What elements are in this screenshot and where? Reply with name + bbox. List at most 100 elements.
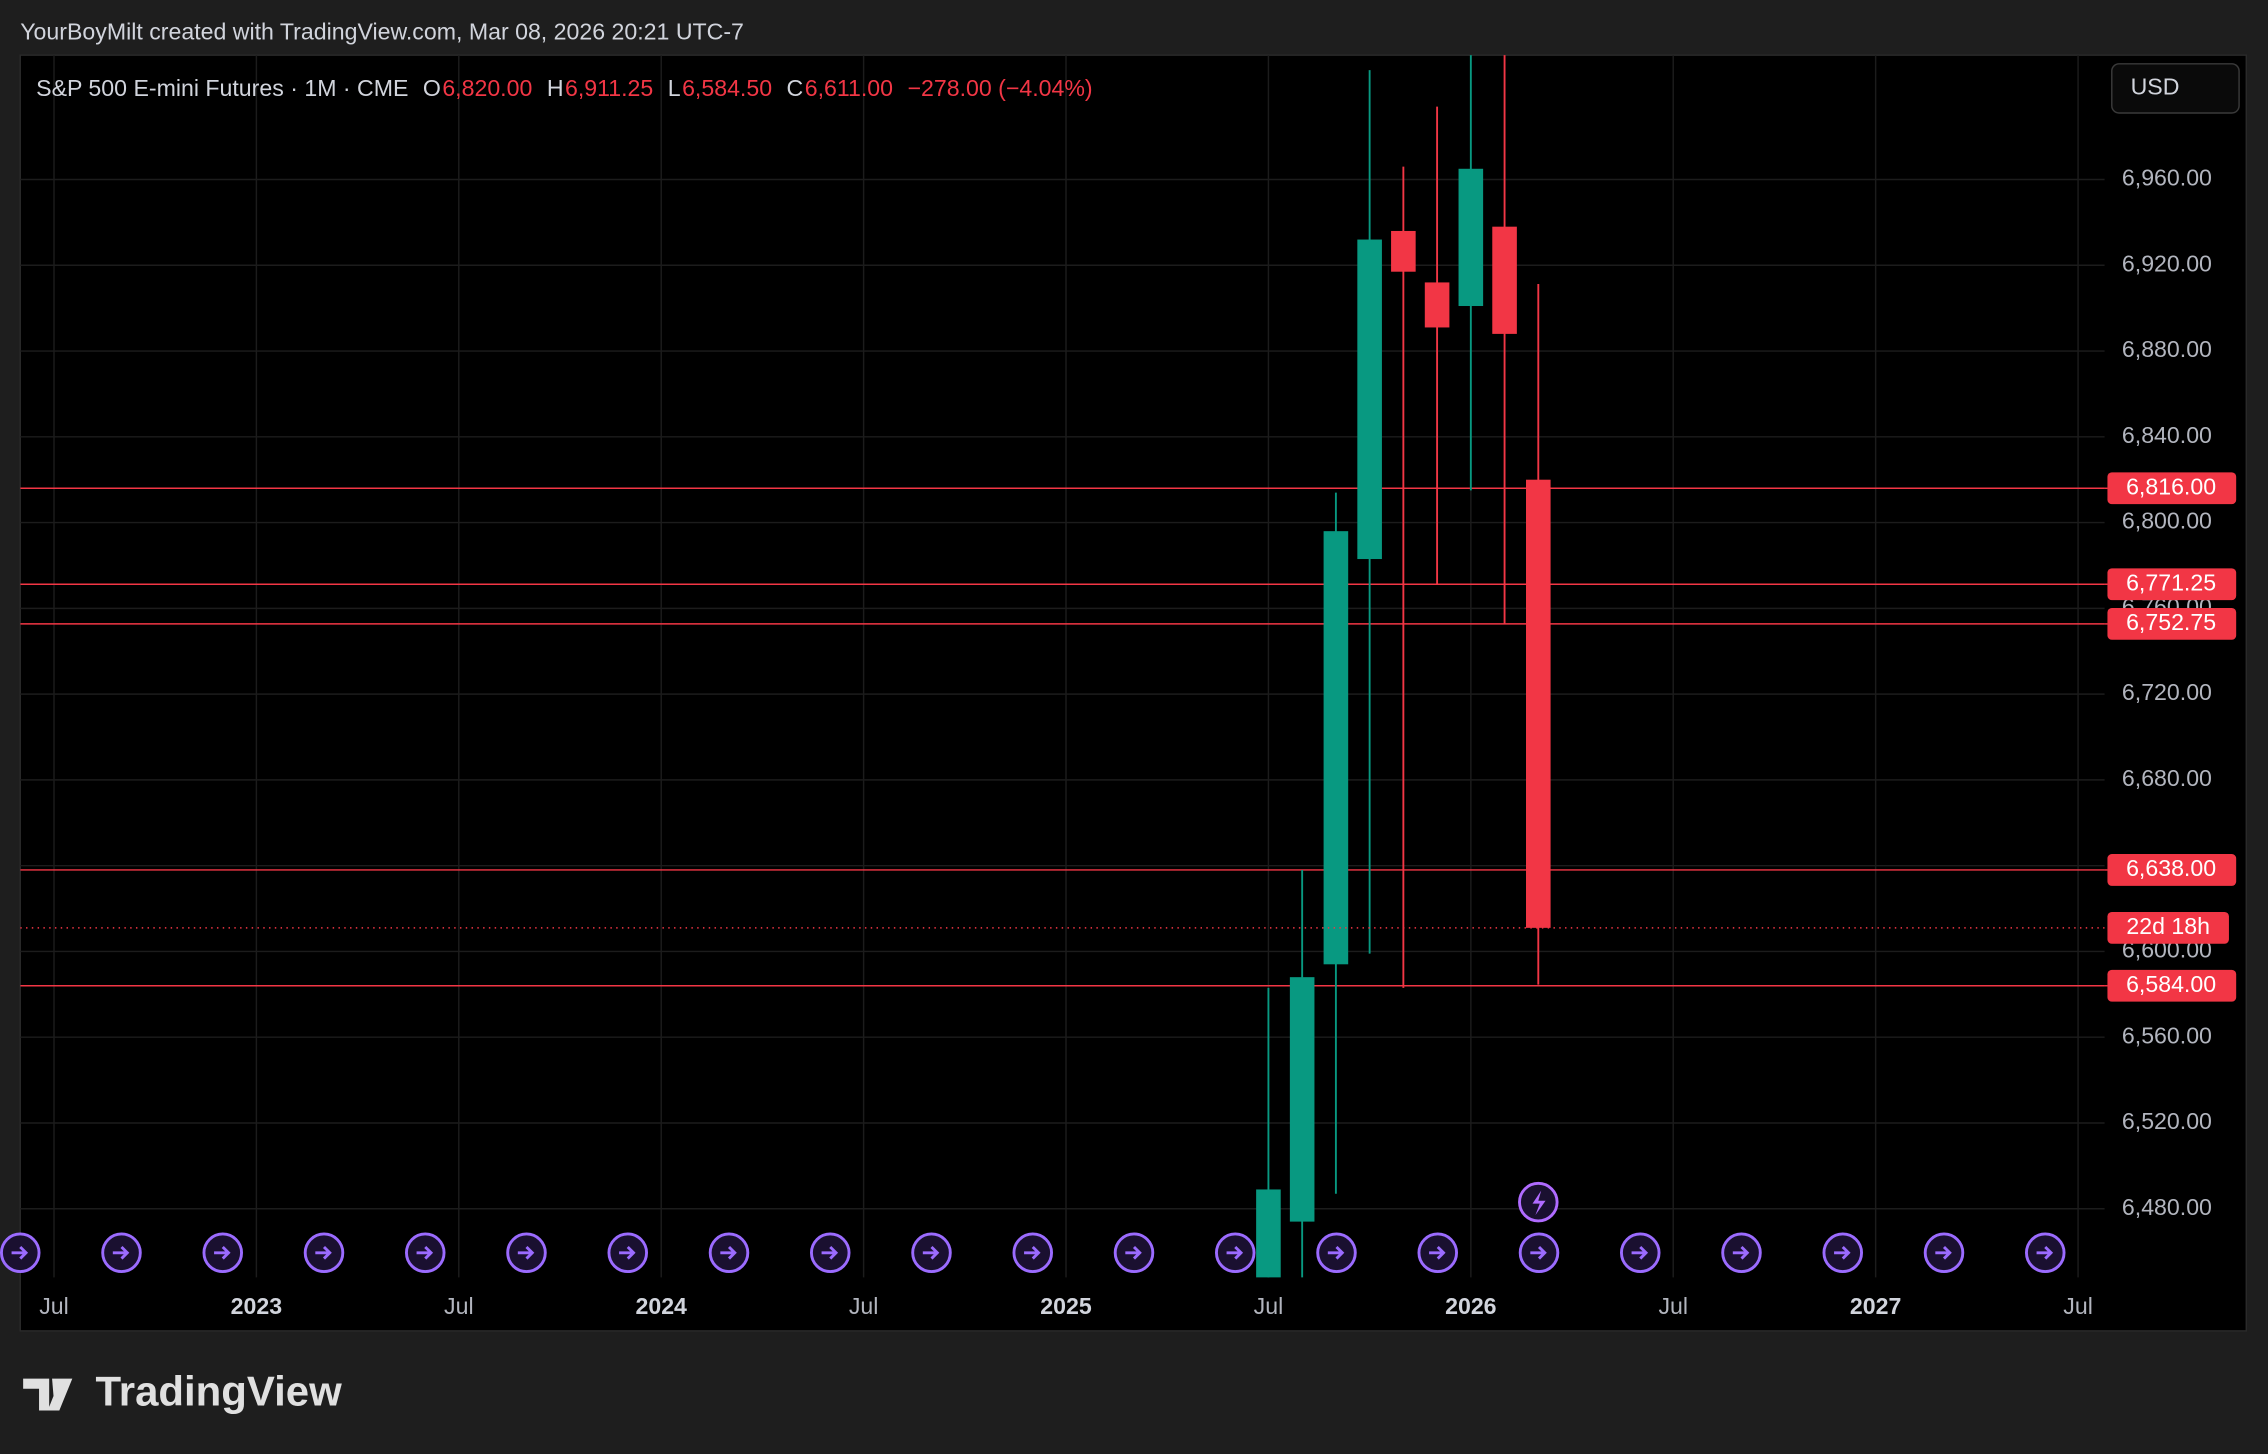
currency-label: USD (2131, 74, 2180, 100)
ohlc-key: L (668, 75, 681, 101)
event-icon (810, 1232, 851, 1274)
x-tick-label: 2024 (635, 1293, 687, 1319)
x-tick-label: 2026 (1445, 1293, 1497, 1319)
event-arrow (720, 1245, 737, 1260)
event-arrow (1530, 1245, 1547, 1260)
event-arrow (1125, 1245, 1142, 1260)
event-arrow (1935, 1245, 1952, 1260)
candle-body (1289, 977, 1315, 1222)
event-arrow (416, 1245, 434, 1260)
event-icon (911, 1232, 952, 1274)
x-tick-label: 2023 (231, 1293, 283, 1319)
event-arrow (1226, 1245, 1244, 1260)
event-icon (1923, 1232, 1965, 1274)
event-arrow (619, 1245, 636, 1260)
x-tick-label: Jul (39, 1293, 69, 1319)
event-icon (405, 1232, 446, 1274)
event-icon (1620, 1232, 1661, 1274)
event-icon (1113, 1232, 1155, 1274)
event-arrow (1429, 1245, 1446, 1260)
x-tick-label: Jul (2063, 1293, 2093, 1319)
y-tick-label: 6,560.00 (2122, 1022, 2212, 1048)
events (0, 1181, 2066, 1274)
plot-area (20, 55, 2105, 1278)
candle-body (1391, 230, 1416, 272)
symbol: S&P 500 E-mini Futures · 1M · CME (36, 75, 408, 101)
ohlc-value: 6,911.25 (565, 75, 653, 101)
logo-dot (52, 1379, 63, 1390)
price-tag-label: 6,816.00 (2126, 473, 2216, 499)
event-arrow (1732, 1245, 1750, 1260)
news-bolt (1532, 1190, 1546, 1216)
event-arrow (922, 1245, 940, 1260)
event-icon (2025, 1232, 2066, 1274)
legend-header: S&P 500 E-mini Futures · 1M · CME O 6,820.… (36, 75, 1092, 101)
event-arrow (1631, 1245, 1649, 1260)
event-arrow (315, 1245, 332, 1260)
candle-body (1424, 282, 1450, 328)
chart-panel (19, 54, 2248, 1332)
ohlc-value: 6,584.50 (682, 75, 772, 101)
y-tick-label: 6,720.00 (2122, 679, 2212, 705)
event-arrow (11, 1245, 29, 1260)
countdown-tag (2107, 911, 2229, 944)
countdown-label: 22d 18h (2126, 913, 2210, 939)
price-tag-label: 6,638.00 (2126, 855, 2216, 881)
x-tick-label: Jul (1254, 1293, 1284, 1319)
y-tick-label: 6,480.00 (2122, 1194, 2212, 1220)
event-icon (1215, 1232, 1256, 1274)
x-tick-label: Jul (849, 1293, 879, 1319)
event-arrow (821, 1245, 839, 1260)
candle-body (1357, 239, 1382, 560)
y-tick-label: 6,840.00 (2122, 422, 2212, 448)
axes: 6,480.006,520.006,560.006,600.006,640.00… (39, 165, 2237, 1319)
ohlc-key: C (787, 75, 804, 101)
event-arrow (1327, 1245, 1345, 1260)
price-tag-label: 6,584.00 (2126, 971, 2216, 997)
event-icon (303, 1232, 345, 1274)
event-arrow (214, 1245, 231, 1260)
event-icon (506, 1232, 547, 1274)
price-tag (2107, 969, 2237, 1002)
event-icon (607, 1232, 648, 1274)
x-tick-label: 2027 (1850, 1293, 1901, 1319)
candle-body (1256, 1189, 1281, 1278)
price-tag (2107, 607, 2237, 640)
event-icon (708, 1232, 750, 1274)
event-icon (1518, 1232, 1560, 1274)
event-icon (1721, 1232, 1762, 1274)
y-tick-label: 6,800.00 (2122, 508, 2212, 534)
event-icon (1822, 1232, 1863, 1274)
y-tick-label: 6,680.00 (2122, 765, 2212, 791)
candle-body (1492, 226, 1517, 334)
event-icon (1012, 1232, 1053, 1274)
event-icon (1316, 1232, 1357, 1274)
price-tag (2107, 472, 2237, 505)
price-tag-label: 6,771.25 (2126, 569, 2216, 595)
credit: YourBoyMilt created with TradingView.com… (20, 19, 744, 45)
event-arrow (517, 1245, 535, 1260)
event-arrow (1834, 1245, 1851, 1260)
y-tick-label: 6,880.00 (2122, 336, 2212, 362)
ohlc-value: 6,820.00 (442, 75, 532, 101)
event-arrow (112, 1245, 130, 1260)
currency-button[interactable] (2111, 63, 2240, 114)
y-tick-label: 6,960.00 (2122, 165, 2212, 191)
change: −278.00 (−4.04%) (907, 75, 1092, 101)
candle-body (1526, 479, 1551, 928)
brand-name: TradingView (95, 1368, 342, 1415)
ohlc-value: 6,611.00 (805, 75, 893, 101)
event-arrow (1024, 1245, 1041, 1260)
y-tick-label: 6,520.00 (2122, 1108, 2212, 1134)
event-arrow (2036, 1245, 2054, 1260)
x-tick-label: Jul (1658, 1293, 1688, 1319)
event-icon (202, 1232, 243, 1274)
price-tag (2107, 854, 2237, 886)
brand-logo (23, 1378, 73, 1411)
ohlc-key: H (547, 75, 564, 101)
ohlc-key: O (423, 75, 441, 101)
event-icon (0, 1232, 41, 1274)
event-icon (1417, 1232, 1458, 1274)
